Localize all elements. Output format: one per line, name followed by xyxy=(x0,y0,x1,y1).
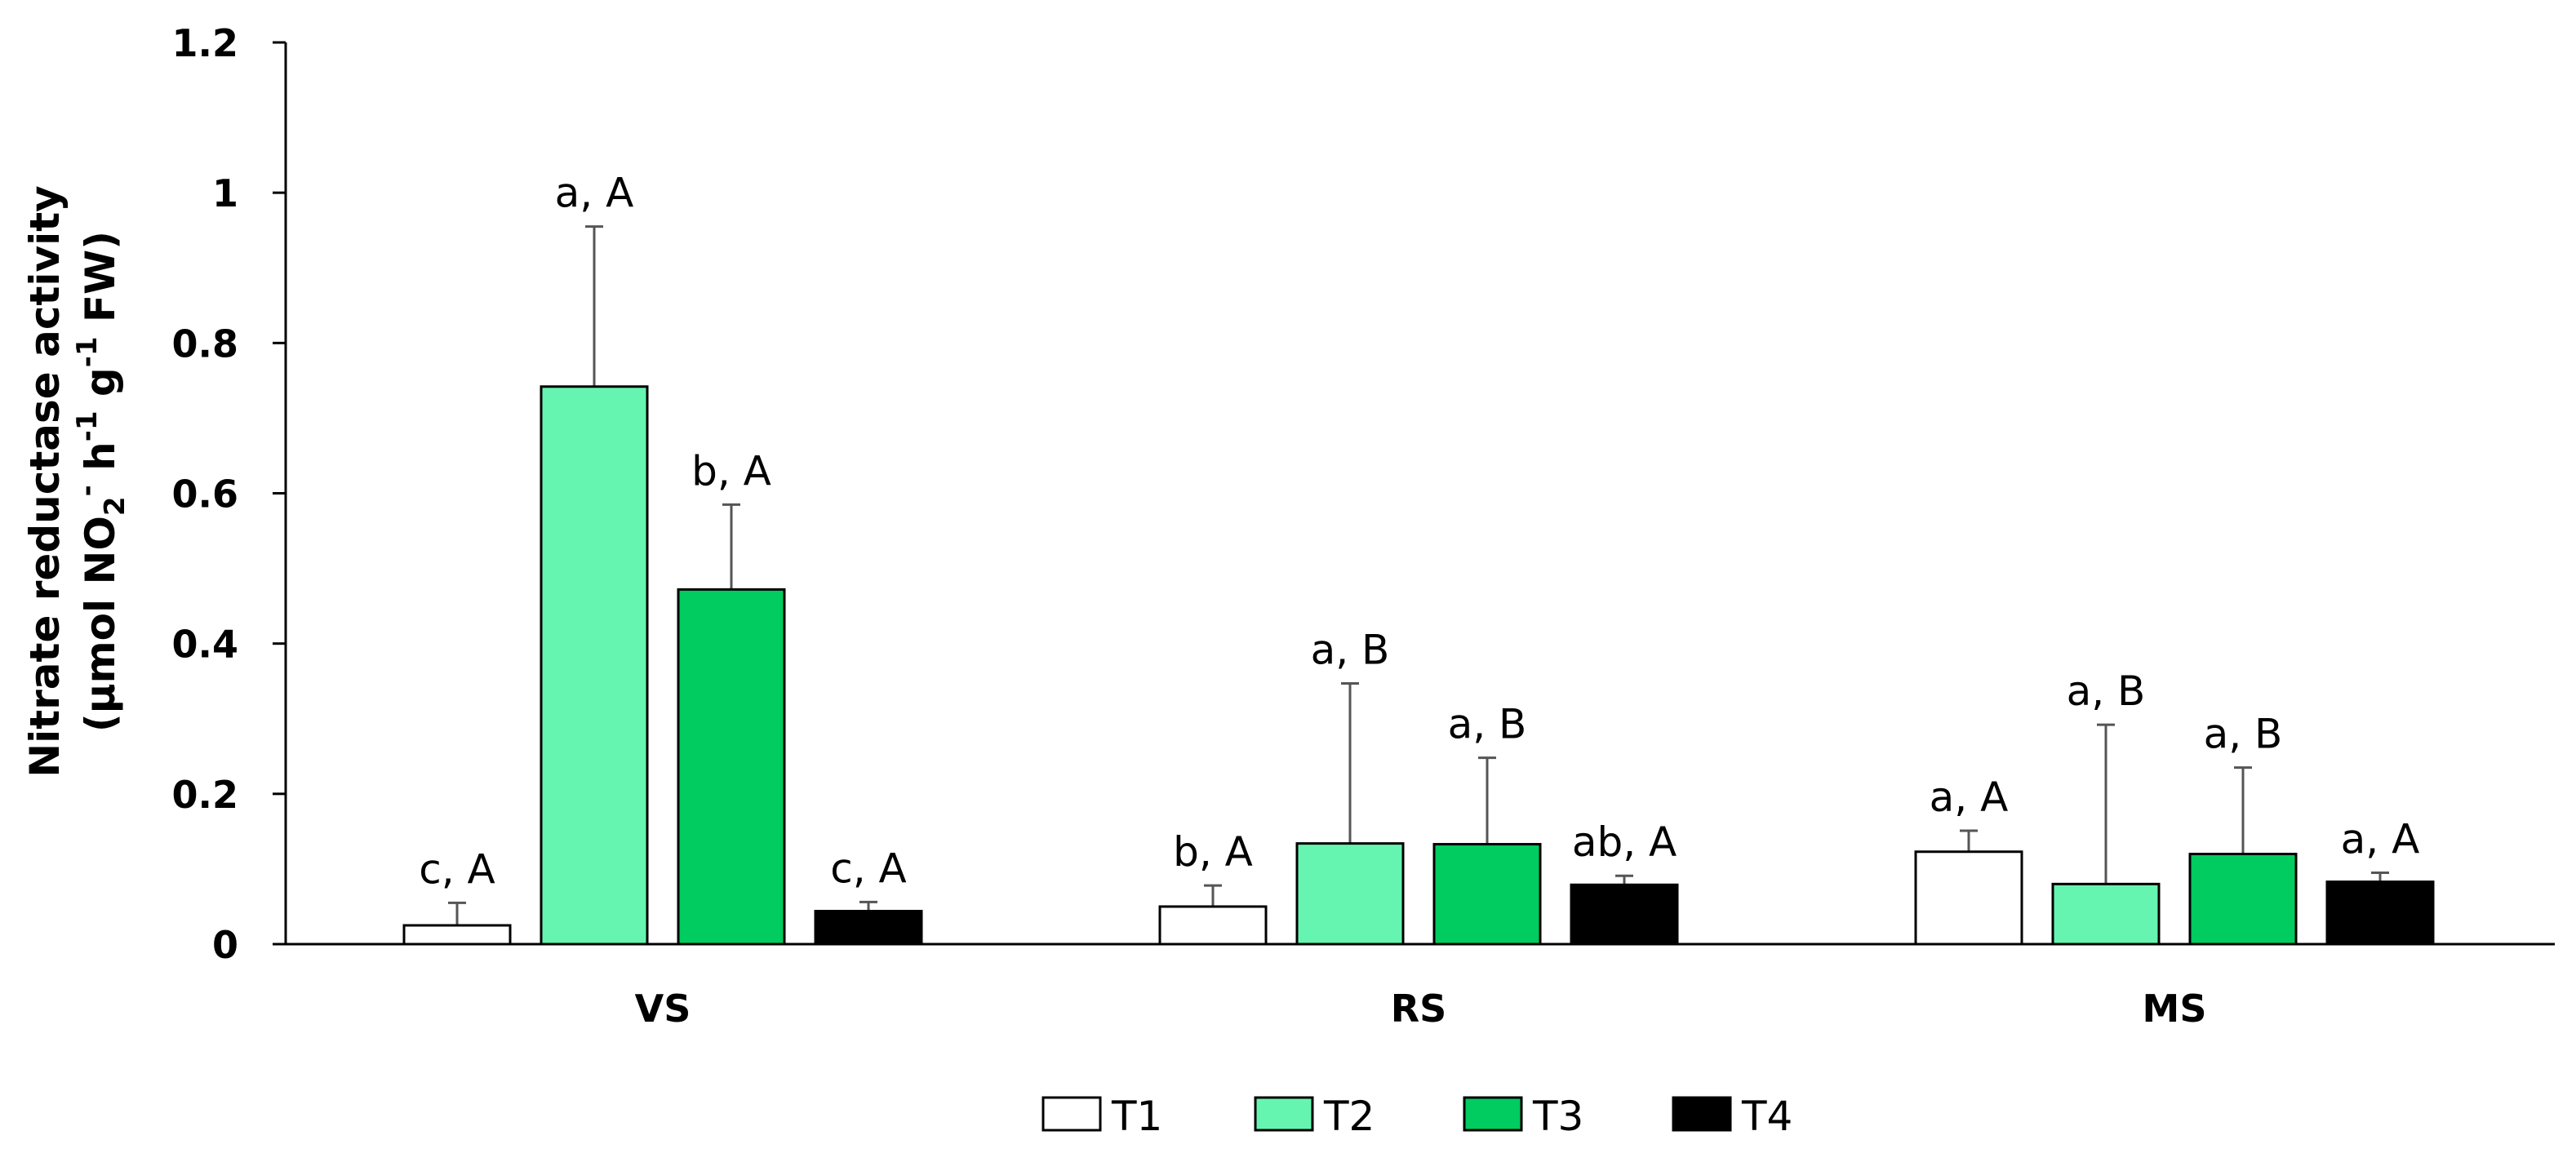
y-axis-label: Nitrate reductase activity (µmol NO2- h-… xyxy=(21,185,131,777)
data-label: c, A xyxy=(830,845,906,892)
legend-swatch-t4 xyxy=(1672,1096,1732,1132)
data-label: a, A xyxy=(1930,774,2009,821)
legend: T1 T2 T3 T4 xyxy=(1042,1093,1792,1140)
bar-t4 xyxy=(1570,883,1679,946)
axes: 0 0.2 0.4 0.6 0.8 1 1.2 VS RS MS xyxy=(172,21,2555,1031)
data-label: a, B xyxy=(2067,668,2146,715)
data-label: a, A xyxy=(555,170,634,217)
bar-t2 xyxy=(1295,842,1405,946)
bar-t1 xyxy=(1914,850,2023,946)
annotations-layer: c, A a, A b, A c, A b, A a, B a, B ab, A a, A a, … xyxy=(419,170,2419,894)
y-tick-label: 1.2 xyxy=(172,21,239,65)
y-tick-label: 0.4 xyxy=(172,623,239,667)
legend-label: T4 xyxy=(1741,1093,1792,1140)
data-label: a, B xyxy=(2204,711,2283,758)
bar-t1 xyxy=(1158,905,1268,946)
x-category-label: VS xyxy=(635,987,691,1031)
data-label: a, B xyxy=(1311,626,1390,673)
bar-t4 xyxy=(2325,880,2435,946)
bar-t2 xyxy=(540,385,649,946)
data-label: b, A xyxy=(1173,828,1253,876)
y-tick-label: 1 xyxy=(212,171,238,215)
legend-swatch-t2 xyxy=(1254,1096,1314,1132)
x-category-label: RS xyxy=(1391,987,1447,1031)
y-tick-label: 0.8 xyxy=(172,322,239,366)
data-label: c, A xyxy=(419,845,495,893)
data-label: a, A xyxy=(2341,816,2420,863)
bar-t3 xyxy=(677,588,786,946)
legend-swatch-t1 xyxy=(1042,1096,1102,1132)
y-axis-label-line-1: Nitrate reductase activity xyxy=(21,185,69,777)
y-tick-label: 0.6 xyxy=(172,472,239,517)
bar-t2 xyxy=(2051,882,2161,946)
data-label: ab, A xyxy=(1572,818,1677,866)
x-category-label: MS xyxy=(2143,987,2207,1031)
data-label: a, B xyxy=(1448,701,1527,748)
bar-t4 xyxy=(814,909,923,946)
y-axis-label-line-2: (µmol NO2- h-1 g-1 FW) xyxy=(71,231,131,732)
legend-label: T3 xyxy=(1532,1093,1583,1140)
data-label: b, A xyxy=(691,447,771,495)
legend-swatch-t3 xyxy=(1463,1096,1523,1132)
bar-t3 xyxy=(2188,853,2298,946)
y-tick-label: 0.2 xyxy=(172,773,239,817)
legend-label: T1 xyxy=(1111,1093,1162,1140)
bars-layer xyxy=(402,225,2435,946)
legend-label: T2 xyxy=(1323,1093,1375,1140)
bar-t3 xyxy=(1432,843,1542,946)
bar-t1 xyxy=(402,924,512,946)
svg-text:Nitrate reductase activity: Nitrate reductase activity xyxy=(21,185,69,777)
y-tick-label: 0 xyxy=(212,923,238,967)
